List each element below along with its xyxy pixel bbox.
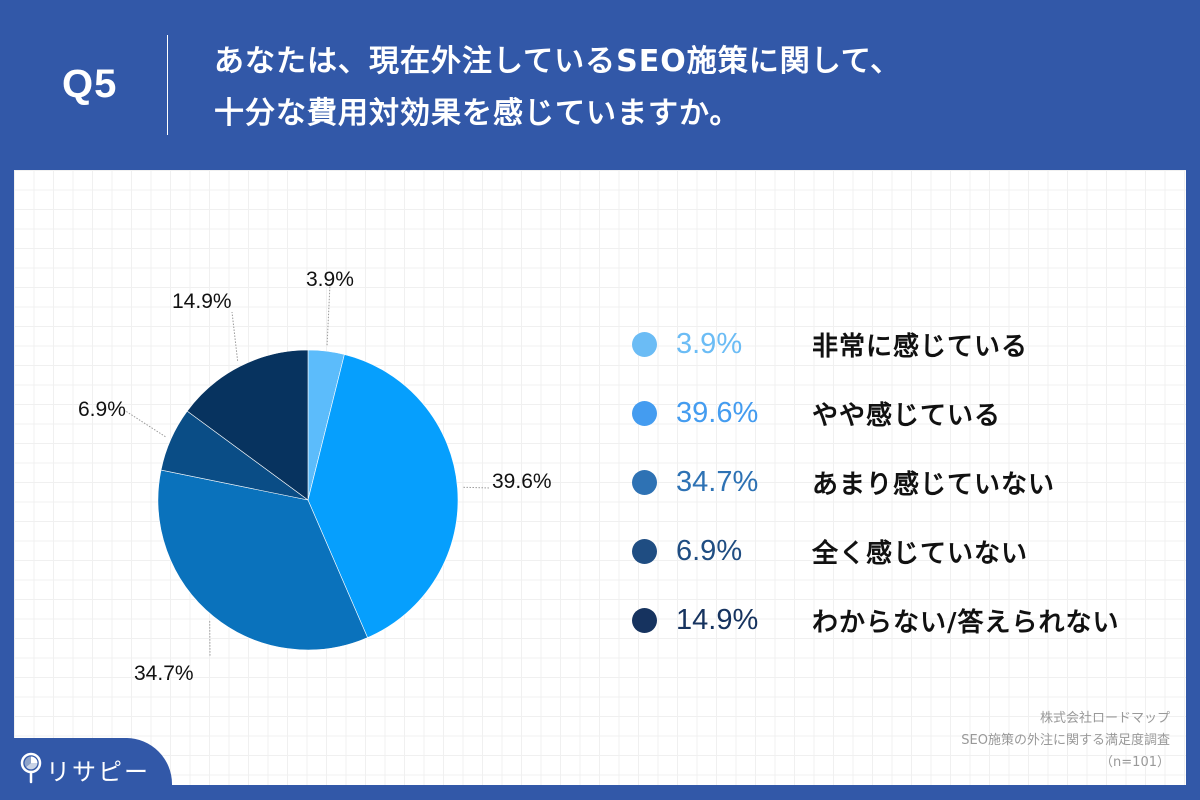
leader-line: [463, 486, 491, 489]
pie-slice-2: [307, 354, 459, 639]
source-note: 株式会社ロードマップ SEO施策の外注に関する満足度調査 （n=101）: [961, 708, 1170, 774]
pie-label-3: 34.7%: [134, 662, 194, 685]
legend-item: 14.9% わからない/答えられない: [620, 600, 1180, 640]
legend-label: あまり感じていない: [812, 469, 1056, 500]
question-title-line2: 十分な費用対効果を感じていますか。: [214, 96, 741, 131]
pie-leader-lines: [123, 283, 491, 657]
leader-line: [123, 409, 166, 438]
legend-item: 6.9% 全く感じていない: [620, 531, 1180, 571]
legend-percent: 14.9%: [676, 603, 759, 636]
source-survey: SEO施策の外注に関する満足度調査: [961, 733, 1170, 748]
legend-item: 34.7% あまり感じていない: [620, 462, 1180, 502]
legend-label: やや感じている: [812, 400, 1002, 431]
question-number: Q5: [62, 62, 118, 106]
pie-slice-5: [186, 349, 309, 501]
legend-dot-icon: [632, 400, 657, 426]
question-title: あなたは、現在外注しているSEO施策に関して、 十分な費用対効果を感じていますか…: [214, 36, 901, 140]
legend-percent: 3.9%: [676, 327, 743, 360]
magnifier-pie-icon: [20, 752, 42, 784]
question-title-line1: あなたは、現在外注しているSEO施策に関して、: [214, 44, 902, 79]
legend-dot-icon: [632, 538, 657, 564]
pie-slices: [157, 349, 459, 651]
pie-label-4: 6.9%: [78, 398, 126, 421]
source-sample-size: （n=101）: [1100, 755, 1170, 770]
pie-label-5: 14.9%: [172, 290, 232, 313]
chart-card: 3.9% 39.6% 34.7% 6.9% 14.9% 3.9% 非常に感じてい…: [14, 170, 1186, 785]
legend-dot-icon: [632, 469, 657, 495]
pie-chart: [123, 283, 491, 657]
legend-dot-icon: [632, 607, 657, 633]
legend-label: 全く感じていない: [812, 538, 1029, 569]
pie-label-2: 39.6%: [492, 470, 552, 493]
header-divider: [167, 35, 168, 135]
legend-label: わからない/答えられない: [812, 607, 1120, 638]
legend-label: 非常に感じている: [812, 331, 1029, 362]
leader-line: [231, 311, 239, 361]
legend-percent: 34.7%: [676, 465, 759, 498]
header: Q5 あなたは、現在外注しているSEO施策に関して、 十分な費用対効果を感じてい…: [0, 0, 1200, 170]
source-company: 株式会社ロードマップ: [1039, 711, 1170, 726]
legend-percent: 6.9%: [676, 534, 743, 567]
legend-item: 39.6% やや感じている: [620, 393, 1180, 433]
leader-line: [326, 283, 331, 346]
legend-item: 3.9% 非常に感じている: [620, 324, 1180, 364]
pie-label-1: 3.9%: [306, 268, 354, 291]
legend-dot-icon: [632, 331, 657, 357]
brand-name: リサピー: [46, 758, 150, 786]
pie-slice-3: [157, 469, 368, 651]
brand-logo: リサピー: [0, 738, 172, 800]
legend-percent: 39.6%: [676, 396, 759, 429]
